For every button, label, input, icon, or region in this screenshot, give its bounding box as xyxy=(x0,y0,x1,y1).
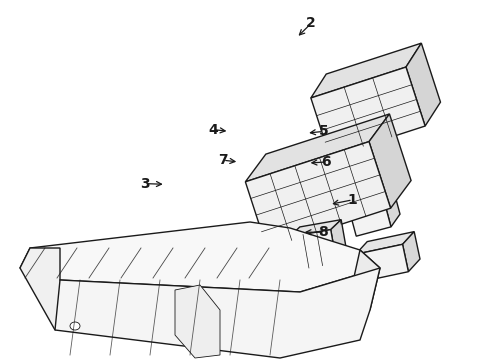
Polygon shape xyxy=(207,274,220,310)
Text: 1: 1 xyxy=(348,193,358,207)
Polygon shape xyxy=(356,231,414,254)
Polygon shape xyxy=(20,248,75,330)
Polygon shape xyxy=(290,230,337,270)
Polygon shape xyxy=(312,243,326,280)
Polygon shape xyxy=(311,43,421,98)
Polygon shape xyxy=(245,114,390,182)
Polygon shape xyxy=(349,200,391,236)
Polygon shape xyxy=(278,253,318,287)
Polygon shape xyxy=(406,43,441,126)
Polygon shape xyxy=(350,250,380,310)
Polygon shape xyxy=(280,283,296,299)
Polygon shape xyxy=(245,141,391,248)
Polygon shape xyxy=(269,189,312,211)
Polygon shape xyxy=(188,314,196,325)
Ellipse shape xyxy=(189,333,211,347)
Polygon shape xyxy=(303,189,320,233)
Polygon shape xyxy=(196,312,204,323)
Polygon shape xyxy=(180,274,215,290)
Text: 2: 2 xyxy=(306,17,316,30)
Polygon shape xyxy=(278,243,320,260)
Polygon shape xyxy=(20,222,380,292)
Polygon shape xyxy=(349,139,374,163)
Text: 6: 6 xyxy=(321,155,331,169)
Polygon shape xyxy=(285,231,321,263)
Text: 4: 4 xyxy=(208,123,218,136)
Polygon shape xyxy=(331,220,347,263)
Polygon shape xyxy=(287,235,305,251)
Text: 8: 8 xyxy=(318,225,328,239)
Polygon shape xyxy=(384,187,400,227)
Polygon shape xyxy=(290,220,341,237)
Polygon shape xyxy=(403,231,420,272)
Polygon shape xyxy=(356,244,408,282)
Polygon shape xyxy=(311,67,425,157)
Polygon shape xyxy=(175,285,220,358)
Polygon shape xyxy=(369,114,411,208)
Polygon shape xyxy=(269,202,312,242)
Text: 7: 7 xyxy=(218,153,228,167)
Text: 3: 3 xyxy=(140,177,149,190)
Text: 5: 5 xyxy=(318,125,328,138)
Polygon shape xyxy=(203,310,212,321)
Ellipse shape xyxy=(70,322,80,330)
Polygon shape xyxy=(55,268,380,358)
Polygon shape xyxy=(349,187,393,209)
Polygon shape xyxy=(180,284,212,316)
